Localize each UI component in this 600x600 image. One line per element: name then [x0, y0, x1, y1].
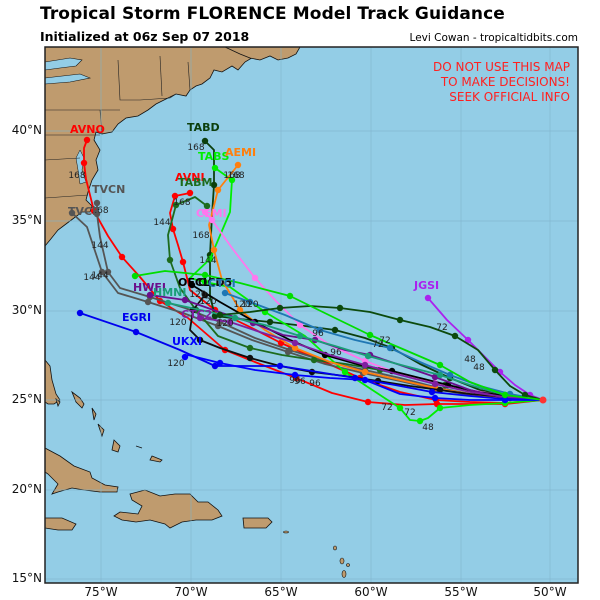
track-green2	[131, 270, 544, 401]
latitude-tick: 40°N	[11, 123, 42, 137]
model-label-tabd: TABD	[187, 121, 220, 134]
forecast-hour-label: 168	[187, 143, 204, 153]
forecast-hour-label: 168	[173, 198, 190, 208]
forecast-hour-label: 120	[189, 290, 206, 300]
model-label-hmni: HMNI	[153, 286, 186, 299]
model-tracks	[68, 136, 547, 425]
forecast-hour-label: 168	[223, 171, 240, 181]
model-label-egri: EGRI	[122, 311, 151, 324]
model-label-ukxi: UKXI	[172, 335, 202, 348]
forecast-hour-label: 144	[91, 271, 108, 281]
warning-line-2: TO MAKE DECISIONS!	[440, 75, 570, 89]
latitude-tick: 20°N	[11, 482, 42, 496]
model-label-ocd5: OCD5	[198, 276, 232, 289]
forecast-hour-label: 144	[199, 256, 216, 266]
model-label-tvcn: TVCN	[92, 183, 125, 196]
longitude-tick: 50°W	[533, 585, 567, 599]
latitude-tick: 25°N	[11, 392, 42, 406]
model-label-ctci: CTCI	[208, 277, 236, 290]
longitude-tick: 55°W	[444, 585, 478, 599]
forecast-hour-label: 120	[199, 297, 216, 307]
land-lesser-antilles	[283, 530, 350, 578]
track-tabs	[189, 164, 544, 425]
disclaimer-warning: DO NOT USE THIS MAP TO MAKE DECISIONS! S…	[433, 60, 570, 105]
forecast-hour-label: 96	[309, 379, 321, 389]
forecast-hour-label: 48	[422, 423, 434, 433]
model-label-tvce: TVCE	[68, 205, 100, 218]
forecast-hour-label: 72	[404, 408, 415, 418]
forecast-hour-label: 96	[330, 348, 342, 358]
forecast-hour-label: 168	[192, 231, 209, 241]
forecast-hour-label: 48	[464, 355, 476, 365]
model-label-jgsi: JGSI	[413, 279, 439, 292]
map-frame	[44, 46, 579, 584]
model-label-avni: AVNI	[175, 171, 205, 184]
forecast-hour-label: 120	[216, 319, 233, 329]
longitude-tick: 70°W	[174, 585, 208, 599]
forecast-hour-label: 144	[153, 218, 170, 228]
forecast-hour-label: 96	[289, 376, 301, 386]
track-ukxi	[181, 353, 543, 404]
forecast-hour-label: 96	[294, 377, 306, 387]
forecast-hour-label: 144	[91, 241, 108, 251]
forecast-hour-label: 72	[372, 340, 383, 350]
land-hispaniola	[113, 489, 223, 529]
latitude-tick: 35°N	[11, 213, 42, 227]
forecast-hour-label: 48	[473, 363, 485, 373]
forecast-hour-label: 144	[83, 273, 100, 283]
latitude-tick: 15°N	[11, 571, 42, 585]
forecast-hour-label: 72	[381, 403, 392, 413]
storm-initial-position	[539, 396, 547, 404]
model-label-tabs: TABS	[198, 150, 230, 163]
forecast-hour-label: 168	[227, 171, 244, 181]
forecast-hour-label: 96	[312, 329, 324, 339]
warning-line-1: DO NOT USE THIS MAP	[433, 60, 570, 74]
forecast-hour-label: 168	[68, 171, 85, 181]
longitude-tick: 60°W	[354, 585, 388, 599]
model-labels: 7296144168AVNO144AVNI168144TVCN144TVCE16…	[68, 121, 485, 433]
chart-subtitle: Initialized at 06z Sep 07 2018	[40, 29, 250, 44]
model-label-tabm: TABM	[178, 176, 213, 189]
model-label-cemi: CEMI	[196, 207, 227, 220]
forecast-hour-label: 168	[91, 206, 108, 216]
lake	[45, 73, 92, 85]
model-label-aemi: AEMI	[225, 146, 256, 159]
model-label-avno: AVNO	[70, 123, 105, 136]
land-puerto-rico	[242, 517, 273, 529]
forecast-hour-label: 120	[167, 359, 184, 369]
forecast-hour-label: 120	[241, 300, 258, 310]
forecast-hour-label: 120	[233, 300, 250, 310]
warning-line-3: SEEK OFFICIAL INFO	[449, 90, 570, 104]
land-jamaica	[45, 517, 77, 531]
land-cuba	[45, 447, 119, 495]
chart-title: Tropical Storm FLORENCE Model Track Guid…	[40, 4, 505, 24]
longitude-tick: 65°W	[264, 585, 298, 599]
latitude-tick: 30°N	[11, 303, 42, 317]
model-label-hwfi: HWFI	[133, 281, 166, 294]
forecast-hour-label: 72	[379, 336, 390, 346]
forecast-hour-label: 72	[436, 323, 447, 333]
model-label-ctc2: CTC2	[181, 308, 212, 321]
track-nvgi	[216, 304, 544, 401]
forecast-hour-label: 120	[169, 318, 186, 328]
lake	[45, 57, 83, 71]
credit-text: Levi Cowan - tropicaltidbits.com	[409, 32, 578, 44]
longitude-tick: 75°W	[84, 585, 118, 599]
model-label-ofcl: OFCL	[178, 276, 210, 289]
track-avno	[80, 136, 544, 408]
